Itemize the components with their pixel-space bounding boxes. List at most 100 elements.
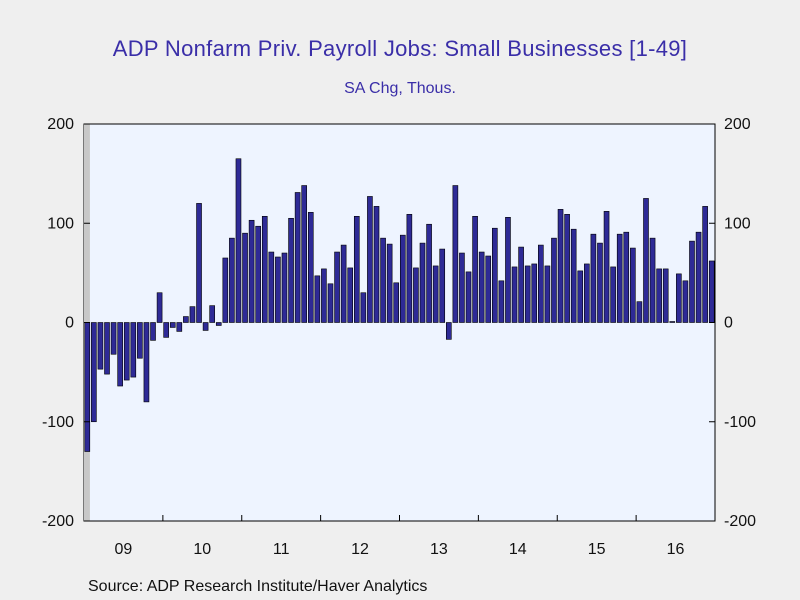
bar: [498, 280, 505, 323]
bar: [485, 255, 492, 323]
bar: [406, 214, 413, 323]
bar: [584, 263, 590, 323]
y-tick-label-left: 200: [47, 116, 74, 133]
bar: [222, 257, 229, 323]
x-tick-label: 11: [273, 541, 290, 558]
bar: [459, 252, 465, 323]
bar: [452, 185, 459, 323]
bar: [281, 252, 288, 323]
bar: [373, 206, 380, 323]
y-tick-label-right: 200: [724, 116, 751, 133]
bar: [347, 267, 354, 323]
bar: [511, 266, 518, 323]
chart-title: ADP Nonfarm Priv. Payroll Jobs: Small Bu…: [112, 36, 688, 61]
bar: [261, 216, 268, 323]
bar: [248, 219, 255, 323]
bar: [662, 268, 669, 323]
bar: [669, 321, 676, 323]
bar: [215, 322, 222, 326]
bar: [340, 244, 347, 323]
bar: [110, 322, 117, 355]
bar: [544, 265, 551, 323]
bar: [590, 233, 597, 323]
bar: [518, 246, 524, 323]
bar: [682, 280, 689, 323]
bar: [445, 322, 452, 340]
bar: [505, 217, 511, 323]
bar: [531, 263, 538, 323]
bar: [196, 203, 202, 323]
plot-area: [83, 123, 716, 522]
bar: [630, 247, 636, 323]
bar: [91, 322, 97, 423]
bar: [84, 322, 91, 452]
bar: [603, 211, 610, 323]
bar: [439, 248, 446, 323]
bar: [294, 192, 301, 323]
bar: [275, 256, 281, 323]
bar: [255, 225, 261, 323]
bar: [169, 322, 176, 328]
bar: [380, 237, 386, 323]
bar: [610, 266, 616, 323]
bar: [702, 206, 708, 323]
bar: [229, 237, 235, 323]
bar: [577, 270, 584, 323]
x-tick-label: 15: [588, 541, 606, 558]
bar: [334, 251, 340, 323]
bar: [419, 242, 426, 323]
y-tick-label-left: 0: [65, 315, 74, 332]
bar: [143, 322, 150, 403]
bar: [189, 306, 196, 323]
y-tick-label-left: 100: [47, 215, 74, 232]
bar: [301, 185, 307, 323]
bar: [432, 265, 439, 323]
bar: [524, 265, 531, 323]
bar: [656, 268, 662, 323]
y-tick-label-left: -200: [42, 513, 74, 530]
bar: [117, 322, 123, 387]
bar: [426, 223, 432, 323]
bar: [288, 217, 294, 323]
bar: [97, 322, 104, 370]
bar: [202, 322, 209, 331]
bar: [564, 214, 570, 323]
bar: [393, 282, 400, 323]
bar: [150, 322, 156, 341]
bar: [353, 216, 360, 323]
x-tick-label: 14: [509, 541, 527, 558]
bar: [623, 231, 630, 323]
bar: [413, 267, 419, 323]
bar: [314, 275, 321, 323]
bar: [649, 237, 656, 323]
y-tick-label-right: 0: [724, 315, 733, 332]
bar: [551, 237, 557, 323]
bar: [130, 322, 137, 378]
bar: [676, 273, 682, 323]
bar: [636, 301, 643, 323]
bar: [399, 234, 406, 323]
bar: [597, 242, 603, 323]
bar: [465, 271, 472, 323]
bars-layer: [84, 158, 715, 452]
bar: [367, 196, 373, 323]
axes-layer: -200 -200 -100 -100 0 0 100 100 200 200 09 10 11 12 13…: [42, 116, 756, 558]
bar: [242, 232, 248, 323]
bar: [123, 322, 130, 381]
bar: [268, 251, 275, 323]
source-note: Source: ADP Research Institute/Haver Ana…: [88, 578, 428, 595]
y-tick-label-right: -100: [724, 414, 756, 431]
bar: [689, 240, 695, 323]
bar: [327, 283, 334, 323]
bar: [137, 322, 143, 359]
bar: [492, 227, 498, 323]
x-tick-label: 16: [667, 541, 685, 558]
x-tick-label: 10: [193, 541, 211, 558]
bar: [557, 209, 564, 323]
bar: [616, 233, 623, 323]
bar: [156, 292, 163, 323]
bar: [478, 251, 485, 323]
bar: [163, 322, 169, 338]
bar: [235, 158, 242, 323]
